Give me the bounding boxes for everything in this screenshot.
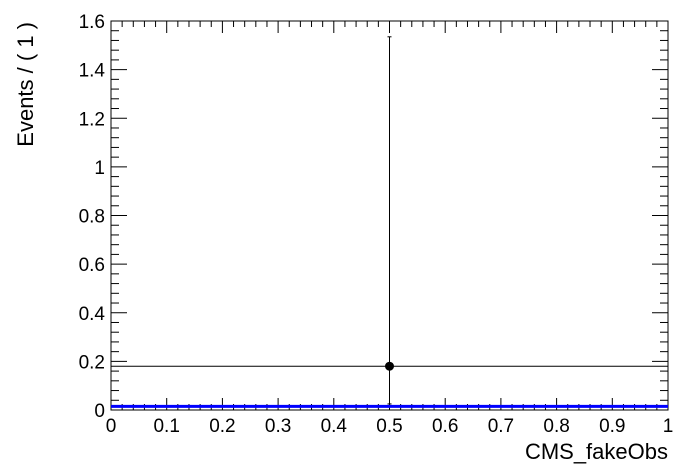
y-axis-title: Events / ( 1 ) (13, 22, 38, 147)
y-tick-label: 1.2 (79, 109, 105, 130)
x-tick-label: 0.7 (488, 416, 514, 437)
y-tick-labels: 0 0.2 0.4 0.6 0.8 1 1.2 1.4 1.6 (79, 12, 106, 422)
y-tick-label: 1.6 (79, 12, 105, 33)
y-tick-label: 0.2 (79, 352, 105, 373)
x-tick-label: 0.9 (599, 416, 625, 437)
y-tick-label: 0 (94, 401, 105, 422)
data-point-marker (385, 361, 394, 371)
x-tick-label: 0.8 (543, 416, 569, 437)
y-tick-label: 0.4 (79, 304, 106, 325)
y-tick-label: 1.4 (79, 61, 106, 82)
x-tick-label: 0.6 (432, 416, 458, 437)
y-tick-label: 0.8 (79, 207, 105, 228)
x-tick-label: 0 (106, 416, 117, 437)
data-points (111, 36, 668, 405)
x-tick-label: 1 (663, 416, 674, 437)
x-tick-labels: 0 0.1 0.2 0.3 0.4 0.5 0.6 0.7 0.8 0.9 1 (106, 416, 674, 437)
x-axis-title: CMS_fakeObs (525, 439, 668, 464)
x-tick-label: 0.4 (321, 416, 348, 437)
y-tick-label: 0.6 (79, 255, 105, 276)
axis-ticks (110, 20, 669, 411)
x-tick-label: 0.1 (153, 416, 179, 437)
x-tick-label: 0.3 (265, 416, 291, 437)
x-tick-label: 0.2 (209, 416, 235, 437)
x-tick-label: 0.5 (376, 416, 402, 437)
y-tick-label: 1 (94, 158, 105, 179)
